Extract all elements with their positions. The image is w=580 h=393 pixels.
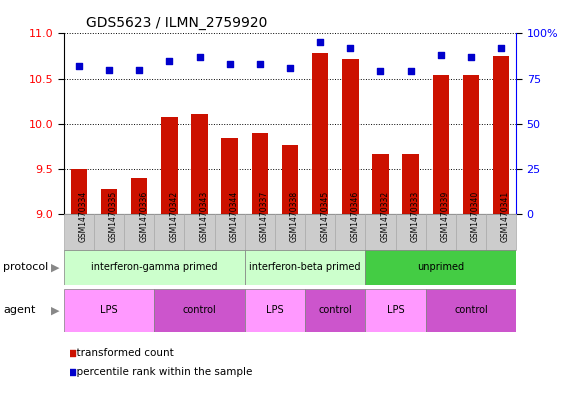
Bar (275, 214, 305, 250)
Bar (252, 133, 268, 214)
Text: GSM1470339: GSM1470339 (441, 190, 450, 242)
Text: control: control (454, 305, 488, 316)
Text: control: control (183, 305, 216, 316)
Point (466, 54, 476, 60)
Text: protocol: protocol (3, 262, 48, 272)
Text: GSM1470335: GSM1470335 (109, 190, 118, 242)
Bar (64, 289, 154, 332)
Bar (131, 178, 147, 214)
Text: GSM1470346: GSM1470346 (350, 190, 360, 242)
Text: GSM1470338: GSM1470338 (290, 190, 299, 242)
Bar (372, 154, 389, 214)
Text: ▶: ▶ (51, 262, 59, 272)
Text: GDS5623 / ILMN_2759920: GDS5623 / ILMN_2759920 (86, 16, 268, 29)
Point (74, 63, 84, 69)
Bar (64, 214, 94, 250)
Bar (365, 250, 516, 285)
Bar (335, 214, 365, 250)
Text: interferon-beta primed: interferon-beta primed (249, 262, 361, 272)
Point (67, 349, 77, 356)
Bar (433, 75, 449, 214)
Bar (426, 289, 516, 332)
Bar (305, 214, 335, 250)
Text: LPS: LPS (100, 305, 118, 316)
Bar (94, 214, 124, 250)
Bar (71, 169, 87, 214)
Text: GSM1470345: GSM1470345 (320, 190, 329, 242)
Bar (365, 289, 426, 332)
Point (165, 57, 174, 64)
Point (195, 54, 204, 60)
Point (346, 45, 355, 51)
Point (406, 68, 415, 75)
Text: GSM1470343: GSM1470343 (200, 190, 209, 242)
Bar (282, 145, 298, 214)
Text: transformed count: transformed count (70, 348, 173, 358)
Bar (154, 289, 245, 332)
Text: GSM1470333: GSM1470333 (411, 190, 420, 242)
Bar (396, 214, 426, 250)
Bar (191, 114, 208, 214)
Point (316, 39, 325, 46)
Text: GSM1470344: GSM1470344 (230, 190, 239, 242)
Text: LPS: LPS (387, 305, 404, 316)
Text: unprimed: unprimed (417, 262, 465, 272)
Bar (486, 214, 516, 250)
Bar (245, 289, 305, 332)
Point (104, 66, 114, 73)
Bar (305, 289, 365, 332)
Text: GSM1470337: GSM1470337 (260, 190, 269, 242)
Bar (463, 75, 479, 214)
Text: GSM1470342: GSM1470342 (169, 190, 179, 242)
Bar (245, 214, 275, 250)
Text: GSM1470341: GSM1470341 (501, 190, 510, 242)
Bar (154, 214, 184, 250)
Point (436, 52, 445, 58)
Point (225, 61, 234, 67)
Point (135, 66, 144, 73)
Bar (124, 214, 154, 250)
Text: ▶: ▶ (51, 305, 59, 316)
Text: interferon-gamma primed: interferon-gamma primed (91, 262, 218, 272)
Point (255, 61, 264, 67)
Text: percentile rank within the sample: percentile rank within the sample (70, 367, 252, 377)
Bar (101, 189, 117, 214)
Text: GSM1470334: GSM1470334 (79, 190, 88, 242)
Bar (342, 59, 358, 214)
Text: agent: agent (3, 305, 35, 316)
Point (67, 369, 77, 376)
Point (376, 68, 385, 75)
Bar (365, 214, 396, 250)
Bar (222, 138, 238, 214)
Bar (403, 154, 419, 214)
Bar (215, 214, 245, 250)
Text: GSM1470332: GSM1470332 (380, 190, 390, 242)
Bar (184, 214, 215, 250)
Bar (456, 214, 486, 250)
Text: control: control (318, 305, 352, 316)
Bar (161, 118, 177, 214)
Bar (64, 250, 245, 285)
Text: GSM1470336: GSM1470336 (139, 190, 148, 242)
Bar (312, 53, 328, 214)
Text: GSM1470340: GSM1470340 (471, 190, 480, 242)
Text: LPS: LPS (266, 305, 284, 316)
Point (496, 45, 506, 51)
Bar (493, 56, 509, 214)
Point (285, 64, 295, 71)
Bar (426, 214, 456, 250)
Bar (245, 250, 365, 285)
